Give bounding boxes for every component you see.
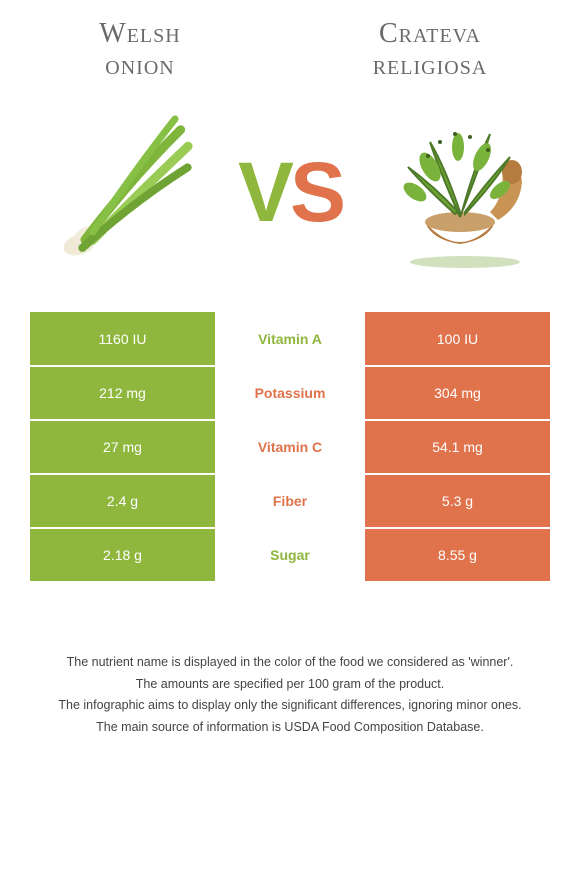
hero-row: VS — [0, 82, 580, 312]
table-row: 27 mgVitamin C54.1 mg — [30, 420, 550, 474]
cell-right-value: 304 mg — [365, 366, 550, 420]
footnote-line: The amounts are specified per 100 gram o… — [22, 675, 558, 694]
title-right: Crateva religiosa — [320, 18, 540, 82]
vs-v: V — [238, 145, 290, 239]
table-row: 2.4 gFiber5.3 g — [30, 474, 550, 528]
footnote-line: The nutrient name is displayed in the co… — [22, 653, 558, 672]
cell-left-value: 1160 IU — [30, 312, 215, 366]
nutrient-table: 1160 IUVitamin A100 IU212 mgPotassium304… — [30, 312, 550, 583]
cell-right-value: 100 IU — [365, 312, 550, 366]
vs-s: S — [290, 145, 342, 239]
cell-right-value: 54.1 mg — [365, 420, 550, 474]
title-right-line2: religiosa — [373, 50, 488, 81]
footnotes: The nutrient name is displayed in the co… — [0, 653, 580, 737]
footnote-line: The main source of information is USDA F… — [22, 718, 558, 737]
cell-left-value: 2.18 g — [30, 528, 215, 582]
cell-nutrient-label: Potassium — [215, 366, 365, 420]
cell-nutrient-label: Vitamin A — [215, 312, 365, 366]
cell-nutrient-label: Fiber — [215, 474, 365, 528]
cell-left-value: 27 mg — [30, 420, 215, 474]
crateva-image — [370, 112, 550, 272]
cell-left-value: 212 mg — [30, 366, 215, 420]
cell-right-value: 5.3 g — [365, 474, 550, 528]
welsh-onion-image — [30, 112, 210, 272]
title-left-line2: onion — [105, 50, 174, 81]
cell-left-value: 2.4 g — [30, 474, 215, 528]
table-row: 2.18 gSugar8.55 g — [30, 528, 550, 582]
title-left: Welsh onion — [40, 18, 240, 82]
vs-label: VS — [238, 150, 342, 234]
cell-nutrient-label: Sugar — [215, 528, 365, 582]
cell-right-value: 8.55 g — [365, 528, 550, 582]
cell-nutrient-label: Vitamin C — [215, 420, 365, 474]
footnote-line: The infographic aims to display only the… — [22, 696, 558, 715]
table-row: 212 mgPotassium304 mg — [30, 366, 550, 420]
table-row: 1160 IUVitamin A100 IU — [30, 312, 550, 366]
title-left-line1: Welsh — [99, 18, 180, 49]
title-right-line1: Crateva — [379, 18, 481, 49]
